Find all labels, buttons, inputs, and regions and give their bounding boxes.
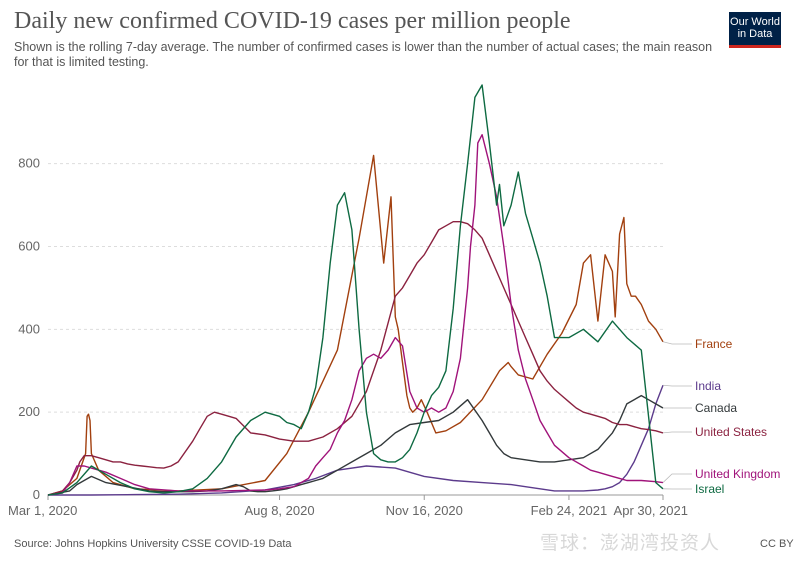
watermark: 雪球：澎湖湾投资人: [540, 533, 721, 554]
source-note[interactable]: Source: Johns Hopkins University CSSE CO…: [14, 538, 292, 550]
series-label-india[interactable]: India: [695, 379, 721, 393]
series-label-canada[interactable]: Canada: [695, 401, 737, 415]
y-tick-label: 0: [33, 487, 40, 502]
owid-logo[interactable]: Our World in Data: [729, 12, 781, 48]
series-line-canada[interactable]: [47, 394, 664, 496]
series-label-israel[interactable]: Israel: [695, 482, 724, 496]
y-tick-label: 600: [18, 239, 40, 254]
series-line-india[interactable]: [48, 385, 664, 496]
x-tick-label: Aug 8, 2020: [244, 503, 314, 518]
license-badge[interactable]: CC BY: [760, 538, 794, 550]
legend-connector: [662, 473, 692, 483]
series-label-united-kingdom[interactable]: United Kingdom: [695, 467, 780, 481]
series-label-france[interactable]: France: [695, 337, 733, 351]
legend-connector: [662, 341, 692, 345]
series-line-israel[interactable]: [47, 84, 664, 496]
x-tick-label: Mar 1, 2020: [8, 503, 77, 518]
y-tick-label: 200: [18, 404, 40, 419]
logo-line2: in Data: [737, 28, 773, 40]
x-tick-label: Nov 16, 2020: [386, 503, 463, 518]
chart-title: Daily new confirmed COVID-19 cases per m…: [14, 8, 571, 34]
chart-subtitle: Shown is the rolling 7-day average. The …: [14, 40, 713, 69]
x-tick-label: Feb 24, 2021: [531, 503, 608, 518]
series-line-united-states[interactable]: [47, 221, 664, 496]
logo-line1: Our World: [730, 16, 780, 28]
legend-connector: [662, 431, 692, 434]
series-label-united-states[interactable]: United States: [695, 425, 767, 439]
legend-connector: [662, 384, 692, 387]
y-tick-label: 400: [18, 321, 40, 336]
x-tick-label: Apr 30, 2021: [614, 503, 688, 518]
series-line-france[interactable]: [47, 154, 664, 496]
y-tick-label: 800: [18, 156, 40, 171]
